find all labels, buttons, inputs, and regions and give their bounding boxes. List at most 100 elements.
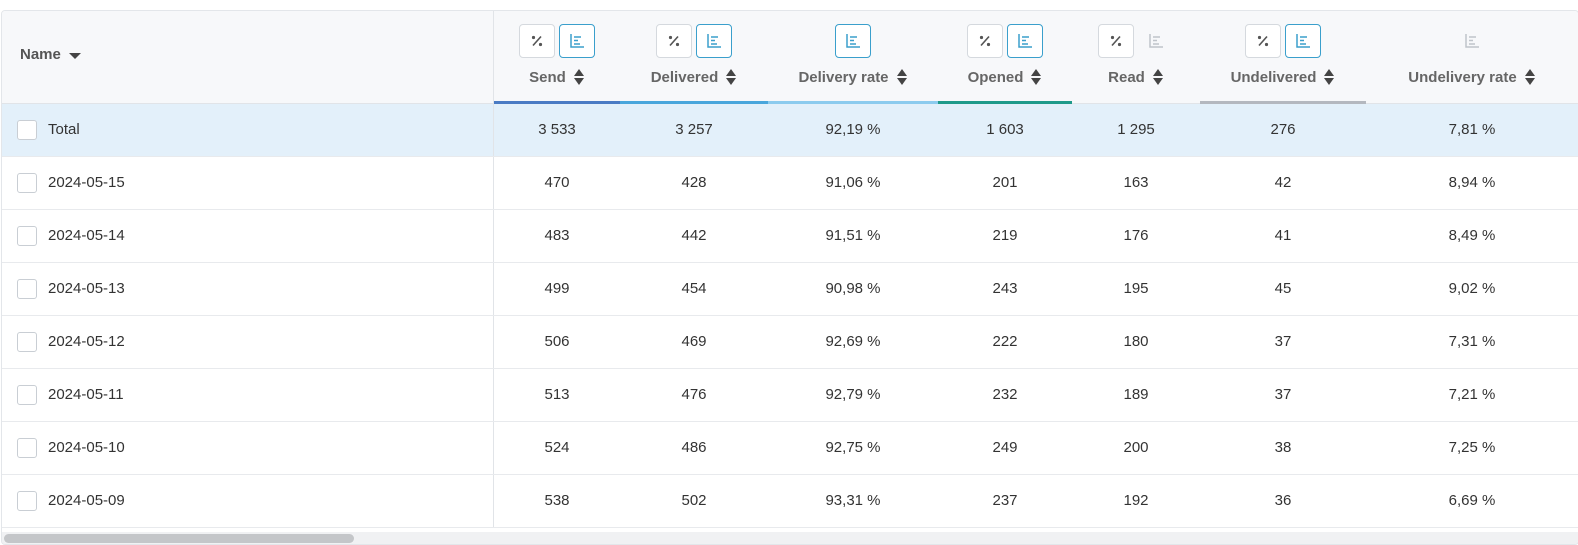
row-checkbox[interactable] [17,173,37,193]
cell-undelivered: 42 [1274,174,1292,191]
row-checkbox[interactable] [17,120,37,140]
percent-toggle-button[interactable] [519,24,555,58]
column-label: Undelivered [1230,69,1317,86]
sort-icon [1031,69,1042,86]
row-checkbox[interactable] [17,332,37,352]
cell-delivered: 442 [681,227,707,244]
cell-opened: 243 [992,280,1018,297]
column-sort-button[interactable]: Undelivery rate [1366,69,1578,86]
cell-undelivered: 276 [1270,121,1296,138]
cell-read: 163 [1123,174,1149,191]
scrollbar-thumb[interactable] [4,534,354,543]
bar-chart-icon [1018,34,1032,48]
cell-send: 538 [544,492,570,509]
column-sort-button[interactable]: Undelivered [1200,69,1366,86]
cell-undelivered: 37 [1274,333,1292,350]
column-header-send: Send [494,11,620,104]
percent-toggle-button[interactable] [1098,24,1134,58]
cell-send: 483 [544,227,570,244]
cell-undelivery-rate: 7,25 % [1448,439,1496,456]
cell-read: 192 [1123,492,1149,509]
name-column-header[interactable]: Name [20,46,81,63]
table-row[interactable]: 2024-05-13 499 454 90,98 % 243 195 45 9,02 % [2,263,1578,316]
cell-read: 200 [1123,439,1149,456]
sort-icon [726,69,737,86]
column-header-undelivery-rate: Undelivery rate [1366,11,1578,103]
cell-undelivered: 45 [1274,280,1292,297]
percent-icon [979,35,991,47]
cell-undelivery-rate: 9,02 % [1448,280,1496,297]
total-row[interactable]: Total 3 533 3 257 92,19 % 1 603 1 295 276 7,81 … [2,104,1578,157]
column-header-opened: Opened [938,11,1072,104]
percent-icon [1257,35,1269,47]
name-header-label: Name [20,46,61,63]
cell-opened: 222 [992,333,1018,350]
chart-toggle-button[interactable] [1454,24,1490,58]
percent-toggle-button[interactable] [1245,24,1281,58]
percent-icon [668,35,680,47]
sort-icon [1524,69,1536,86]
row-checkbox[interactable] [17,385,37,405]
cell-opened: 219 [992,227,1018,244]
row-checkbox[interactable] [17,279,37,299]
row-checkbox[interactable] [17,226,37,246]
table-row[interactable]: 2024-05-14 483 442 91,51 % 219 176 41 8,49 % [2,210,1578,263]
cell-undelivery-rate: 7,21 % [1448,386,1496,403]
table-row[interactable]: 2024-05-09 538 502 93,31 % 237 192 36 6,69 % [2,475,1578,528]
cell-opened: 201 [992,174,1018,191]
cell-send: 513 [544,386,570,403]
chart-toggle-button[interactable] [1138,24,1174,58]
sort-icon [1324,69,1335,86]
percent-icon [1110,35,1122,47]
cell-undelivery-rate: 6,69 % [1448,492,1496,509]
bar-chart-icon [846,34,860,48]
table-row[interactable]: 2024-05-11 513 476 92,79 % 232 189 37 7,21 % [2,369,1578,422]
cell-read: 1 295 [1117,121,1155,138]
horizontal-scrollbar[interactable] [2,532,1578,544]
column-sort-button[interactable]: Delivered [620,69,768,86]
table-row[interactable]: 2024-05-10 524 486 92,75 % 249 200 38 7,25 % [2,422,1578,475]
cell-delivery-rate: 92,75 % [825,439,881,456]
percent-toggle-button[interactable] [967,24,1003,58]
chart-toggle-button[interactable] [559,24,595,58]
column-label: Undelivery rate [1408,69,1517,86]
cell-delivered: 3 257 [675,121,713,138]
bar-chart-icon [570,34,584,48]
series-color-bar [938,101,1072,104]
row-name: 2024-05-10 [48,439,125,456]
row-name: 2024-05-15 [48,174,125,191]
percent-icon [531,35,543,47]
sort-icon [1152,69,1164,86]
row-name: 2024-05-13 [48,280,125,297]
table-row[interactable]: 2024-05-12 506 469 92,69 % 222 180 37 7,31 % [2,316,1578,369]
sort-icon [573,69,585,86]
cell-delivery-rate: 90,98 % [825,280,881,297]
column-header-read: Read [1072,11,1200,103]
chart-toggle-button[interactable] [1285,24,1321,58]
percent-toggle-button[interactable] [656,24,692,58]
chart-toggle-button[interactable] [696,24,732,58]
bar-chart-icon [707,34,721,48]
cell-delivered: 428 [681,174,707,191]
cell-send: 3 533 [538,121,576,138]
column-sort-button[interactable]: Read [1072,69,1200,86]
row-name: Total [48,121,80,138]
chart-toggle-button[interactable] [1007,24,1043,58]
cell-send: 506 [544,333,570,350]
row-name: 2024-05-09 [48,492,125,509]
cell-delivered: 454 [681,280,707,297]
cell-delivery-rate: 93,31 % [825,492,881,509]
cell-undelivered: 37 [1274,386,1292,403]
chart-toggle-button[interactable] [835,24,871,58]
row-checkbox[interactable] [17,438,37,458]
bar-chart-icon [1465,34,1479,48]
column-sort-button[interactable]: Opened [938,69,1072,86]
row-name: 2024-05-11 [48,386,124,403]
column-sort-button[interactable]: Send [494,69,620,86]
cell-send: 470 [544,174,570,191]
series-color-bar [494,101,620,104]
row-checkbox[interactable] [17,491,37,511]
column-sort-button[interactable]: Delivery rate [768,69,938,86]
series-color-bar [1200,101,1366,104]
table-row[interactable]: 2024-05-15 470 428 91,06 % 201 163 42 8,94 % [2,157,1578,210]
